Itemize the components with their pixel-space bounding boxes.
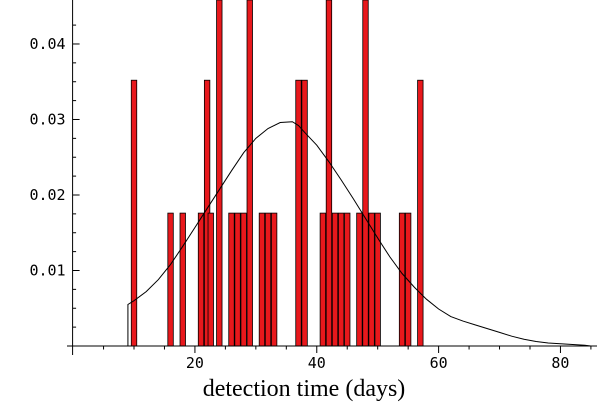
bar	[234, 212, 241, 347]
bar	[405, 212, 412, 347]
bar	[337, 212, 345, 347]
bar	[258, 212, 266, 347]
bar	[216, 0, 223, 347]
bar	[295, 79, 302, 347]
bar	[325, 0, 333, 347]
y-tick-label: 0.04	[29, 35, 65, 53]
density-curve	[73, 121, 591, 347]
bar	[301, 79, 308, 347]
y-ticks: 0.01 0.02 0.03 0.04	[29, 24, 80, 328]
x-tick-label: 80	[551, 354, 569, 372]
x-tick-label: 20	[186, 354, 204, 372]
bar	[197, 212, 205, 347]
y-tick-label: 0.03	[29, 110, 65, 128]
y-tick-label: 0.02	[29, 186, 65, 204]
bar	[344, 212, 351, 347]
y-tick-label: 0.01	[29, 261, 65, 279]
bar	[368, 212, 375, 347]
bar-series	[130, 0, 424, 347]
x-tick-label: 40	[308, 354, 326, 372]
bar	[398, 212, 406, 347]
bar	[207, 212, 214, 347]
bar	[362, 0, 369, 347]
density-curve-layer	[73, 121, 591, 347]
x-axis-title: detection time (days)	[203, 376, 406, 402]
x-tick-label: 60	[430, 354, 448, 372]
bar	[228, 212, 235, 347]
bar	[130, 79, 138, 347]
bar	[246, 0, 253, 347]
bar	[356, 212, 363, 347]
bar	[319, 212, 326, 347]
bar	[179, 212, 186, 347]
bar	[417, 79, 424, 347]
bar	[331, 212, 339, 347]
bar	[264, 212, 272, 347]
bar	[270, 212, 278, 347]
axes	[67, 0, 597, 355]
x-ticks: 20 40 60 80	[103, 346, 592, 372]
bar	[167, 212, 174, 347]
bar	[240, 212, 247, 347]
bar	[374, 212, 381, 347]
